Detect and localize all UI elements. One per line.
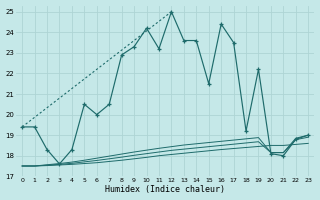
X-axis label: Humidex (Indice chaleur): Humidex (Indice chaleur) [105,185,225,194]
